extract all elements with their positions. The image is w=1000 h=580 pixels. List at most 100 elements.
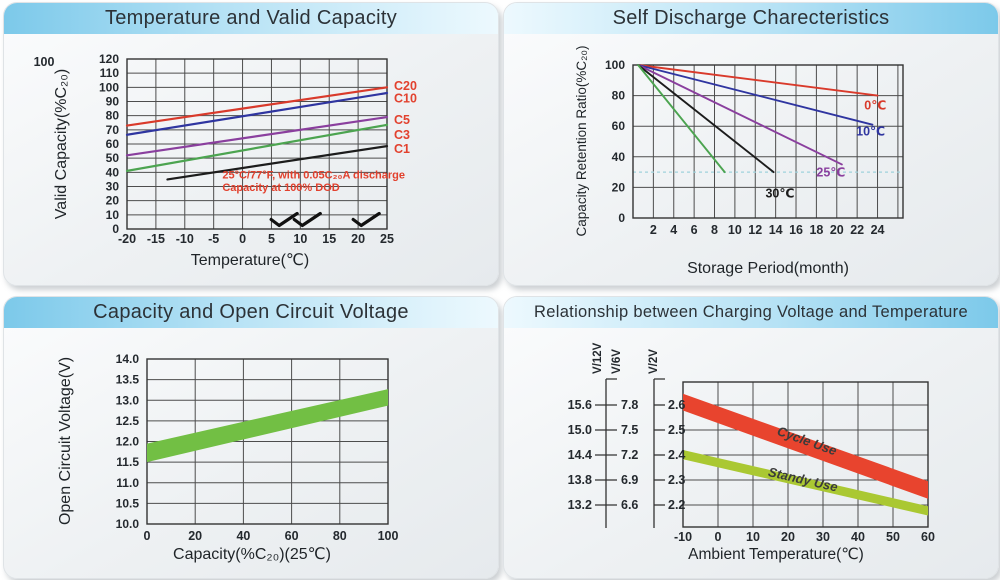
y-tick-label: 100 bbox=[605, 58, 625, 72]
x-axis-label: Storage Period(month) bbox=[687, 260, 849, 277]
x-axis-label: Ambient Temperature(℃) bbox=[688, 546, 864, 563]
x-tick-label: 10 bbox=[293, 232, 307, 246]
x-tick-label: -10 bbox=[674, 530, 692, 544]
x-tick-label: 8 bbox=[711, 223, 718, 237]
check-mark bbox=[269, 211, 299, 228]
x-tick-label: 20 bbox=[830, 223, 844, 237]
panel-title: Relationship between Charging Voltage an… bbox=[534, 303, 968, 321]
x-tick-label: -5 bbox=[208, 232, 219, 246]
series-line-C1 bbox=[166, 145, 389, 181]
series-label: 0℃ bbox=[864, 98, 886, 112]
voltage-tick-label: 7.8 bbox=[621, 398, 638, 412]
voltage-tick-label: 7.5 bbox=[621, 423, 638, 437]
x-tick-label: 100 bbox=[378, 529, 399, 543]
series-line-unlabeled bbox=[637, 64, 726, 174]
panel-self-discharge: Self Discharge Charecteristics 0 20 40 60 80… bbox=[503, 2, 999, 286]
band-standy-use bbox=[683, 450, 928, 516]
x-tick-label: 4 bbox=[670, 223, 677, 237]
series-label: C5 bbox=[394, 113, 410, 127]
panel-title-bar: Capacity and Open Circuit Voltage bbox=[4, 297, 498, 328]
x-tick-label: 30 bbox=[816, 530, 830, 544]
voltage-axis-name: V/2V bbox=[648, 349, 660, 374]
series-label: 30℃ bbox=[765, 186, 794, 200]
x-tick-label: 24 bbox=[871, 223, 885, 237]
x-tick-label: 10 bbox=[728, 223, 742, 237]
x-tick-label: 40 bbox=[236, 529, 250, 543]
y-tick-label: 14.0 bbox=[116, 352, 140, 366]
y-tick-label: 40 bbox=[612, 150, 626, 164]
voltage-ruler bbox=[653, 378, 665, 528]
voltage-tick-label: 15.6 bbox=[568, 398, 592, 412]
plot-border bbox=[146, 358, 389, 525]
capacity-ocv-chart: 10.0 10.5 11.0 11.5 12.0 12.5 13.0 13.5 14.0 0 20 4… bbox=[57, 352, 399, 563]
series-label: C3 bbox=[394, 128, 410, 142]
band-label: Standy Use bbox=[767, 464, 839, 494]
y-tick-label: 120 bbox=[99, 52, 119, 66]
voltage-tick-label: 6.9 bbox=[621, 473, 638, 487]
voltage-axis-name: V/12V bbox=[592, 342, 604, 374]
band-cycle-use bbox=[683, 393, 928, 499]
voltage-ruler bbox=[595, 378, 617, 528]
y-tick-label: 30 bbox=[106, 180, 120, 194]
x-tick-label: 0 bbox=[144, 529, 151, 543]
y-tick-label: 13.5 bbox=[116, 373, 140, 387]
series-line-C10 bbox=[125, 91, 389, 136]
check-mark bbox=[292, 211, 322, 228]
x-tick-label: 10 bbox=[746, 530, 760, 544]
series-line-25℃ bbox=[637, 64, 843, 166]
series-label: 25℃ bbox=[816, 166, 845, 180]
x-tick-label: -20 bbox=[118, 232, 136, 246]
series-line-C5 bbox=[125, 115, 389, 157]
panel-charging-voltage-temperature: Relationship between Charging Voltage an… bbox=[503, 296, 999, 579]
x-tick-label: 6 bbox=[691, 223, 698, 237]
series-line-10℃ bbox=[637, 64, 874, 126]
y-tick-label: 40 bbox=[106, 165, 120, 179]
y-tick-label: 10 bbox=[106, 208, 120, 222]
x-axis-label: Temperature(℃) bbox=[191, 252, 309, 269]
y-axis-label: Open Circuit Voltage(V) bbox=[57, 357, 74, 525]
y-tick-label: 11.0 bbox=[116, 476, 139, 490]
series-label: 10℃ bbox=[856, 124, 885, 138]
panel-temperature-valid-capacity: Temperature and Valid Capacity 0 10 20 30 40… bbox=[3, 2, 499, 286]
x-tick-label: 12 bbox=[748, 223, 762, 237]
x-tick-label: 25 bbox=[380, 232, 394, 246]
voltage-tick-label: 2.6 bbox=[668, 398, 685, 412]
x-tick-label: 0 bbox=[715, 530, 722, 544]
corner-label: 100 bbox=[34, 55, 55, 69]
panel-capacity-open-circuit-voltage: Capacity and Open Circuit Voltage 10.0 10… bbox=[3, 296, 499, 579]
x-tick-label: 60 bbox=[921, 530, 935, 544]
x-tick-label: 20 bbox=[781, 530, 795, 544]
x-tick-label: 16 bbox=[789, 223, 803, 237]
y-axis-label: Capacity Retention Ratio(%C₂₀) bbox=[574, 46, 589, 237]
x-tick-label: 2 bbox=[650, 223, 657, 237]
x-axis-label: Capacity(%C₂₀)(25℃) bbox=[173, 546, 331, 563]
series-line-30℃ bbox=[637, 64, 775, 174]
x-tick-label: -15 bbox=[147, 232, 165, 246]
x-tick-label: 22 bbox=[850, 223, 864, 237]
panel-title: Self Discharge Charecteristics bbox=[612, 7, 890, 29]
y-tick-label: 50 bbox=[106, 151, 120, 165]
x-tick-label: 20 bbox=[188, 529, 202, 543]
series-line-0℃ bbox=[637, 64, 879, 97]
y-tick-label: 12.5 bbox=[116, 414, 140, 428]
plot-border bbox=[126, 58, 388, 230]
series-label: C10 bbox=[394, 92, 417, 106]
voltage-tick-label: 13.8 bbox=[568, 473, 592, 487]
y-tick-label: 10.0 bbox=[116, 517, 140, 531]
y-tick-label: 80 bbox=[612, 89, 626, 103]
y-tick-label: 110 bbox=[100, 66, 120, 80]
panel-title-bar: Relationship between Charging Voltage an… bbox=[504, 297, 998, 328]
x-tick-label: 14 bbox=[769, 223, 783, 237]
x-tick-label: 5 bbox=[268, 232, 275, 246]
y-tick-label: 12.0 bbox=[116, 435, 140, 449]
x-tick-label: 60 bbox=[285, 529, 299, 543]
x-tick-label: 50 bbox=[886, 530, 900, 544]
panel-title: Capacity and Open Circuit Voltage bbox=[93, 301, 409, 323]
plot-border bbox=[632, 64, 904, 219]
band-range bbox=[147, 389, 388, 463]
voltage-tick-label: 2.4 bbox=[668, 448, 685, 462]
